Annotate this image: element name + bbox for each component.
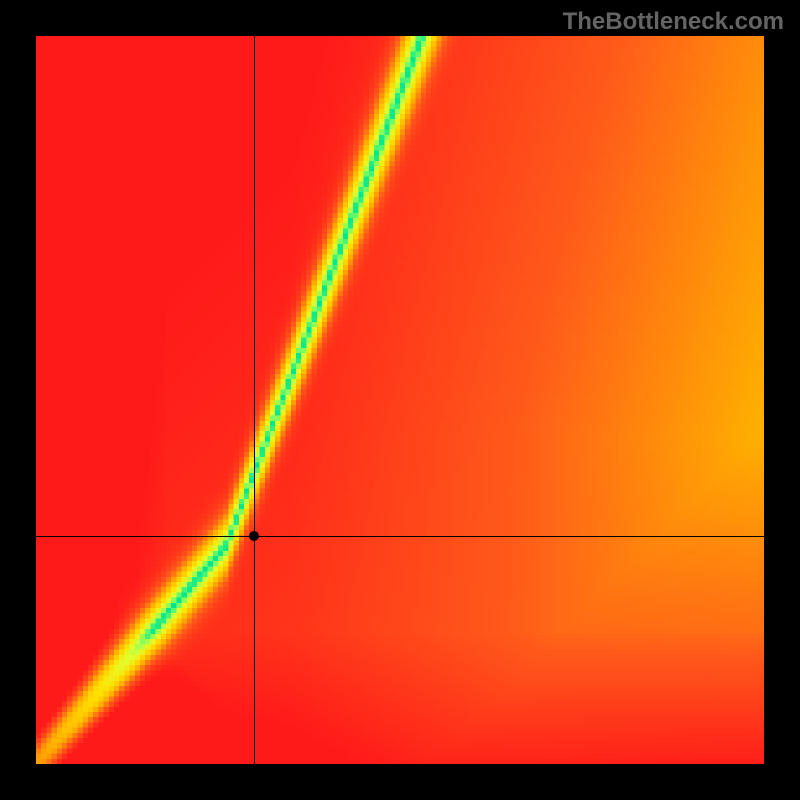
watermark-text: TheBottleneck.com [563,8,784,36]
bottleneck-heatmap [36,36,764,764]
crosshair-horizontal [36,536,764,537]
crosshair-vertical [254,36,255,764]
chart-container: TheBottleneck.com [0,0,800,800]
